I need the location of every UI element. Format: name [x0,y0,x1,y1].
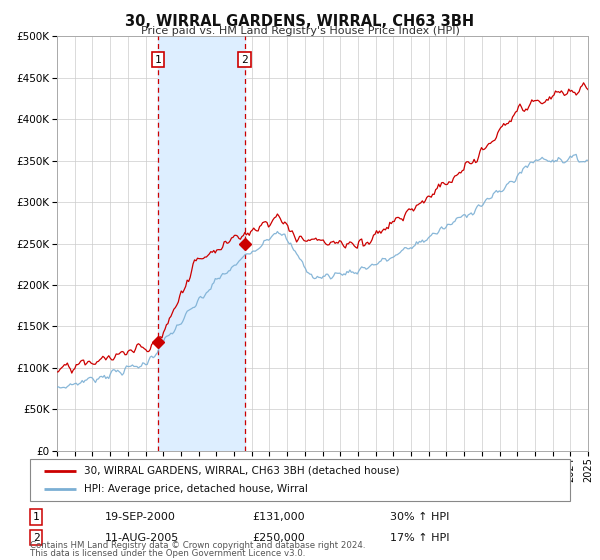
Text: 30% ↑ HPI: 30% ↑ HPI [390,512,449,522]
Text: Price paid vs. HM Land Registry's House Price Index (HPI): Price paid vs. HM Land Registry's House … [140,26,460,36]
Text: This data is licensed under the Open Government Licence v3.0.: This data is licensed under the Open Gov… [30,549,305,558]
Text: 17% ↑ HPI: 17% ↑ HPI [390,533,449,543]
Text: 30, WIRRAL GARDENS, WIRRAL, CH63 3BH (detached house): 30, WIRRAL GARDENS, WIRRAL, CH63 3BH (de… [84,466,400,476]
Text: 19-SEP-2000: 19-SEP-2000 [105,512,176,522]
Bar [158,36,245,451]
Text: Contains HM Land Registry data © Crown copyright and database right 2024.: Contains HM Land Registry data © Crown c… [30,541,365,550]
Text: HPI: Average price, detached house, Wirral: HPI: Average price, detached house, Wirr… [84,484,308,494]
Text: 2: 2 [32,533,40,543]
Text: 30, WIRRAL GARDENS, WIRRAL, CH63 3BH: 30, WIRRAL GARDENS, WIRRAL, CH63 3BH [125,14,475,29]
Text: £131,000: £131,000 [252,512,305,522]
Text: 1: 1 [32,512,40,522]
Text: 2: 2 [241,55,248,64]
Text: 11-AUG-2005: 11-AUG-2005 [105,533,179,543]
FancyBboxPatch shape [30,459,570,501]
Text: 1: 1 [155,55,161,64]
Text: £250,000: £250,000 [252,533,305,543]
